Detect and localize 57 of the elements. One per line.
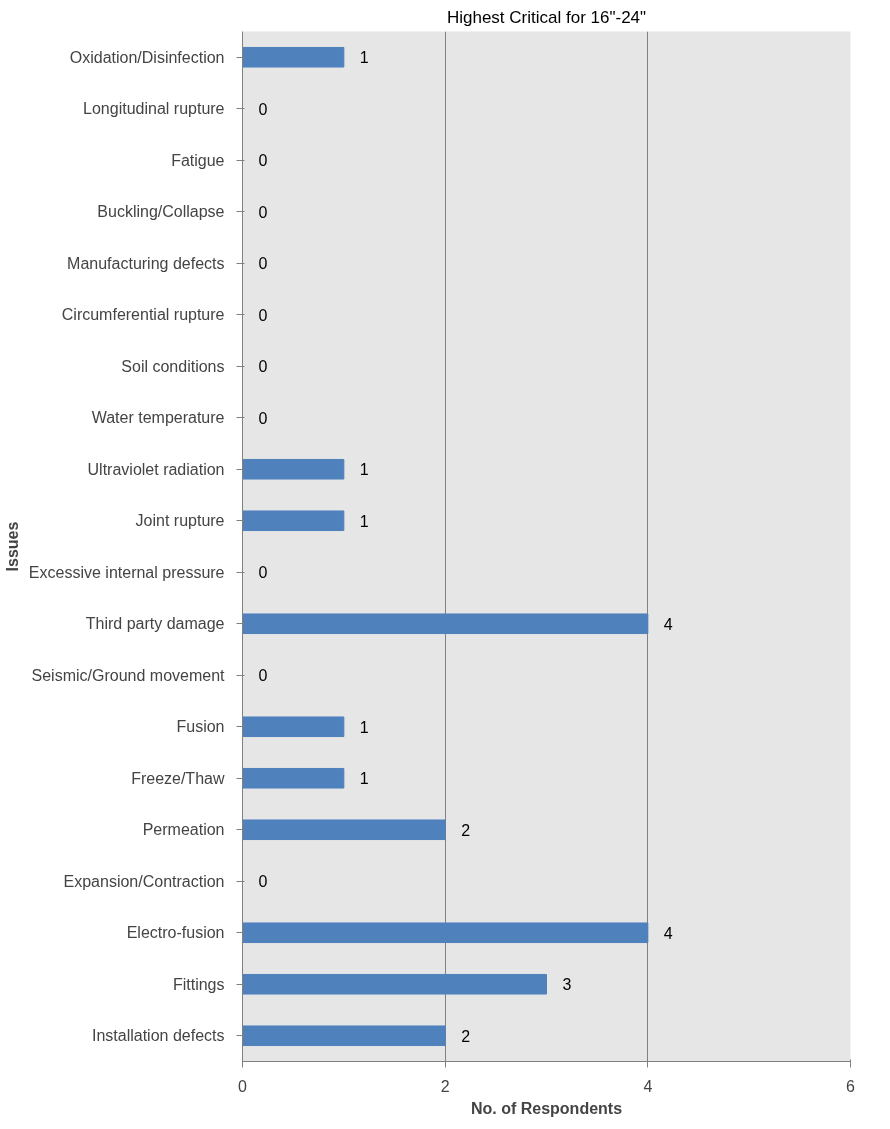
data-label: 0 [258,873,268,891]
bar [242,458,345,480]
bar [242,510,345,532]
data-label: 0 [258,358,268,376]
y-tick-label: Oxidation/Disinfection [69,48,225,66]
data-label: 1 [359,49,369,67]
data-label: 0 [258,564,268,582]
bar [242,767,345,789]
y-tick-label: Fusion [176,718,225,736]
data-label: 2 [461,1027,471,1045]
bar [242,819,446,841]
y-tick-label: Permeation [142,821,225,839]
y-tick-label: Installation defects [91,1027,225,1045]
y-tick-label: Longitudinal rupture [83,100,225,118]
data-label: 0 [258,100,268,118]
data-label: 0 [258,667,268,685]
y-tick-label: Buckling/Collapse [97,203,225,221]
y-tick-label: Circumferential rupture [61,306,225,324]
data-label: 3 [562,976,572,994]
data-label: 1 [359,770,369,788]
y-tick-label: Fittings [172,975,225,993]
bar [242,1025,446,1047]
y-axis-title: Issues [3,521,21,572]
data-label: 1 [359,718,369,736]
data-label: 0 [258,152,268,170]
x-tick-label: 0 [238,1077,248,1095]
y-tick-label: Excessive internal pressure [28,563,225,581]
y-tick-label: Ultraviolet radiation [87,460,225,478]
x-tick-label: 2 [440,1077,450,1095]
y-tick-label: Fatigue [171,151,225,169]
data-label: 0 [258,409,268,427]
x-tick-label: 6 [846,1077,856,1095]
y-tick-label: Seismic/Ground movement [31,666,226,684]
data-label: 1 [359,461,369,479]
data-label: 0 [258,203,268,221]
data-label: 4 [663,615,673,633]
data-label: 4 [663,924,673,942]
y-tick-label: Third party damage [85,615,225,633]
bar [242,716,345,738]
x-tick-label: 4 [643,1077,653,1095]
data-label: 0 [258,306,268,324]
y-tick-label: Manufacturing defects [67,254,225,272]
bar [242,922,649,944]
chart-title: Highest Critical for 16"-24" [446,7,647,27]
bar [242,613,649,635]
y-tick-label: Expansion/Contraction [63,872,225,890]
y-tick-label: Electro-fusion [126,924,225,942]
y-tick-label: Soil conditions [121,357,225,375]
data-label: 2 [461,821,471,839]
bar [242,973,547,995]
y-tick-label: Freeze/Thaw [131,769,225,787]
x-axis-title: No. of Respondents [470,1099,623,1117]
y-tick-label: Water temperature [91,409,225,427]
data-label: 0 [258,255,268,273]
bar [242,46,345,68]
data-label: 1 [359,512,369,530]
y-tick-label: Joint rupture [135,512,225,530]
